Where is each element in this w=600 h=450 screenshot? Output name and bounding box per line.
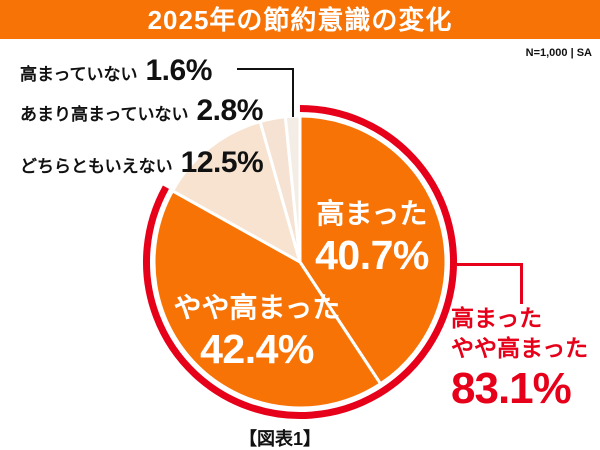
pie-slice-1 — [152, 189, 383, 410]
label-row-amari-takamatteinai: あまり高まっていない 2.8% — [20, 94, 263, 128]
label-row-takamatteinai: 高まっていない 1.6% — [20, 54, 212, 88]
pie-slice-2 — [171, 120, 302, 264]
figure-caption: 【図表1】 — [238, 429, 321, 449]
slice-value: 40.7% — [315, 232, 429, 278]
label-inside-yaya-takamatta: やや高まった 42.4% — [172, 294, 342, 370]
label-row-dochiratomo-ienai: どちらともいえない 12.5% — [20, 146, 264, 180]
highlight-callout: 高まった やや高まった 83.1% — [451, 307, 596, 411]
slice-label: やや高まった — [173, 292, 341, 323]
label-inside-takamatta: 高まった 40.7% — [292, 200, 452, 276]
slice-value: 12.5% — [180, 146, 264, 179]
connector-line-takamatteinai — [237, 68, 294, 117]
slice-label: どちらともいえない — [20, 157, 173, 176]
slice-label: あまり高まっていない — [20, 105, 189, 124]
sample-size-note: N=1,000 | SA — [525, 47, 592, 59]
highlight-label-2: やや高まった — [451, 335, 589, 361]
slice-label: 高まっていない — [20, 65, 138, 84]
header-bar: 2025年の節約意識の変化 — [0, 0, 600, 39]
highlight-ring — [143, 105, 457, 419]
slice-value: 1.6% — [145, 54, 212, 87]
highlight-value: 83.1% — [451, 364, 572, 413]
slice-label: 高まった — [316, 198, 428, 229]
slice-value: 2.8% — [196, 94, 263, 127]
page-title: 2025年の節約意識の変化 — [147, 4, 453, 35]
highlight-label-1: 高まった — [451, 305, 543, 331]
slice-value: 42.4% — [200, 326, 314, 372]
connector-line-highlight — [457, 263, 523, 304]
